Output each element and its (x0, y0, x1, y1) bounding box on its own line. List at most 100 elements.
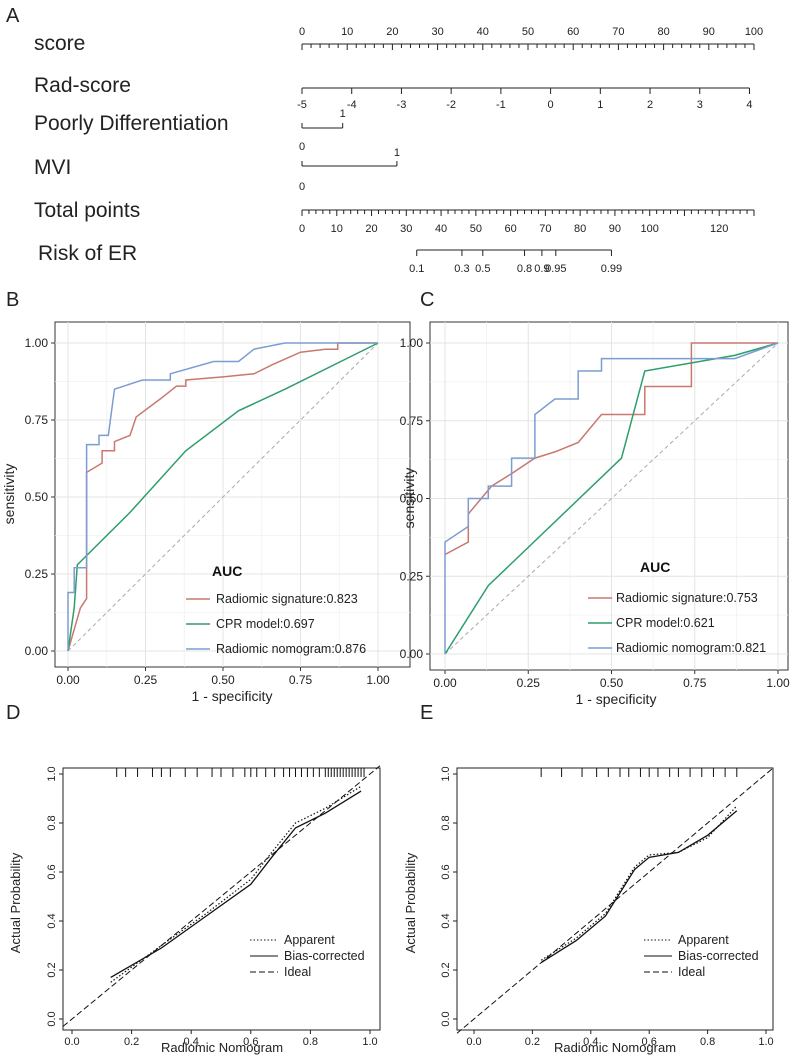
x-tick-label: 0.4 (583, 1036, 598, 1048)
score-tick-label: 80 (657, 26, 669, 38)
roc-line-radiomic-signature (444, 342, 778, 556)
score-tick-label: 10 (341, 26, 353, 38)
roc-validation-legend-signature: Radiomic signature:0.753 (616, 591, 758, 605)
risk-tick-label: 0.99 (601, 263, 622, 275)
roc-validation-xlabel: 1 - specificity (576, 691, 657, 707)
risk-tick-label: 0.8 (517, 263, 532, 275)
total-points-tick-label: 120 (710, 223, 728, 235)
x-tick-label: 0.8 (700, 1036, 715, 1048)
y-tick-label: 1.0 (46, 766, 58, 781)
y-tick-label: 0.8 (46, 815, 58, 830)
total-points-tick-label: 100 (641, 223, 659, 235)
diagonal-reference-line (67, 342, 379, 652)
y-tick-label: 0.2 (440, 962, 452, 977)
y-tick-label: 0.8 (440, 815, 452, 830)
rad-score-tick-label: 0 (548, 99, 554, 111)
calibration-train-border (62, 767, 381, 1031)
y-tick-label: 0.4 (440, 913, 452, 928)
bias-corrected-line (540, 810, 738, 964)
risk-tick-label: 0.3 (454, 263, 469, 275)
calibration-validation-legend: Apparent Bias-corrected Ideal (644, 933, 759, 979)
y-tick-label: 0.6 (440, 864, 452, 879)
x-tick-label: 1.0 (362, 1036, 377, 1048)
roc-train-legend: Radiomic signature:0.823 CPR model:0.697… (186, 592, 366, 656)
calibration-validation-ideal (456, 767, 774, 1034)
total-points-tick-label: 80 (574, 223, 586, 235)
y-tick-label: 0.25 (25, 567, 49, 581)
roc-train-diagonal (67, 342, 379, 652)
y-tick-label: 0.4 (46, 913, 58, 928)
x-tick-label: 0.75 (289, 673, 313, 687)
label-total-points: Total points (34, 199, 140, 222)
calibration-train-lines (110, 785, 362, 983)
x-tick-label: 0.00 (56, 673, 80, 687)
roc-train-ylabel: sensitivity (1, 464, 17, 525)
roc-line-radiomic-nomogram (67, 342, 378, 651)
y-tick-label: 0.00 (25, 644, 49, 658)
roc-validation-lines (444, 342, 779, 655)
calibration-validation-rug (540, 768, 738, 777)
roc-train-legend-signature: Radiomic signature:0.823 (216, 592, 358, 606)
score-tick-label: 70 (612, 26, 624, 38)
total-points-tick-label: 50 (470, 223, 482, 235)
risk-tick-label: 0.1 (409, 263, 424, 275)
roc-train-auc-title: AUC (212, 563, 242, 579)
rad-score-tick-label: 3 (697, 99, 703, 111)
panel-letter-d: D (6, 702, 20, 724)
roc-train-legend-nomogram: Radiomic nomogram:0.876 (216, 642, 366, 656)
apparent-line (540, 805, 738, 961)
poorly-differentiation-level-label: 0 (299, 141, 305, 153)
x-tick-label: 0.75 (683, 676, 707, 690)
calibration-train-ideal (62, 765, 381, 1027)
mvi-level-label: 1 (394, 147, 400, 159)
x-tick-label: 0.25 (517, 676, 541, 690)
risk-tick-label: 0.5 (475, 263, 490, 275)
x-tick-label: 0.6 (642, 1036, 657, 1048)
rad-score-tick-label: 1 (597, 99, 603, 111)
roc-validation-ylabel: sensitivity (401, 468, 417, 529)
total-points-tick-label: 10 (331, 223, 343, 235)
y-tick-label: 1.00 (25, 336, 49, 350)
y-tick-label: 0.6 (46, 864, 58, 879)
calibration-train-ticks: 0.0 0.2 0.4 0.6 0.8 1.0 0.0 0.2 0.4 0.6 0.8 1.0 (46, 766, 378, 1048)
risk-tick-label: 0.9 (534, 263, 549, 275)
total-points-tick-label: 90 (609, 223, 621, 235)
x-tick-label: 0.8 (303, 1036, 318, 1048)
calibration-validation-legend-bias-corrected: Bias-corrected (678, 949, 759, 963)
x-tick-label: 0.2 (525, 1036, 540, 1048)
calibration-train-ylabel: Actual Probability (8, 852, 23, 953)
total-points-tick-label: 60 (504, 223, 516, 235)
x-tick-label: 0.0 (64, 1036, 79, 1048)
score-tick-label: 100 (745, 26, 763, 38)
calibration-train-rug (116, 768, 365, 777)
x-tick-label: 0.00 (433, 676, 457, 690)
total-points-tick-label: 20 (365, 223, 377, 235)
score-tick-label: 90 (703, 26, 715, 38)
roc-validation-diagonal (444, 342, 779, 655)
total-points-tick-label: 30 (400, 223, 412, 235)
y-tick-label: 0.50 (400, 492, 424, 506)
roc-validation-chart: 0.00 0.00 0.25 0.25 0.50 0.50 0.75 0.75 1.00 1.00… (400, 321, 790, 707)
total-points-tick-label: 40 (435, 223, 447, 235)
y-tick-label: 0.75 (25, 413, 49, 427)
calibration-train-legend-apparent: Apparent (284, 933, 335, 947)
x-tick-label: 0.2 (124, 1036, 139, 1048)
roc-validation-legend-cpr: CPR model:0.621 (616, 616, 715, 630)
calibration-train-legend-bias-corrected: Bias-corrected (284, 949, 365, 963)
y-tick-label: 0.00 (400, 647, 424, 661)
calibration-train-xlabel: Radiomic Nomogram (161, 1040, 283, 1055)
x-tick-label: 0.50 (600, 676, 624, 690)
x-tick-label: 0.50 (211, 673, 235, 687)
bias-corrected-line (110, 790, 362, 978)
roc-train-ticks: 0.00 0.00 0.25 0.25 0.50 0.50 0.75 0.75 1.00 1.00 (25, 336, 390, 687)
rad-score-tick-label: -3 (397, 99, 407, 111)
panel-letter-c: C (420, 289, 434, 311)
roc-validation-auc-title: AUC (640, 559, 670, 575)
total-points-tick-label: 70 (539, 223, 551, 235)
y-tick-label: 0.0 (440, 1011, 452, 1026)
score-tick-label: 50 (522, 26, 534, 38)
y-tick-label: 1.00 (400, 336, 424, 350)
calibration-train-legend-ideal: Ideal (284, 965, 311, 979)
y-tick-label: 0.2 (46, 962, 58, 977)
